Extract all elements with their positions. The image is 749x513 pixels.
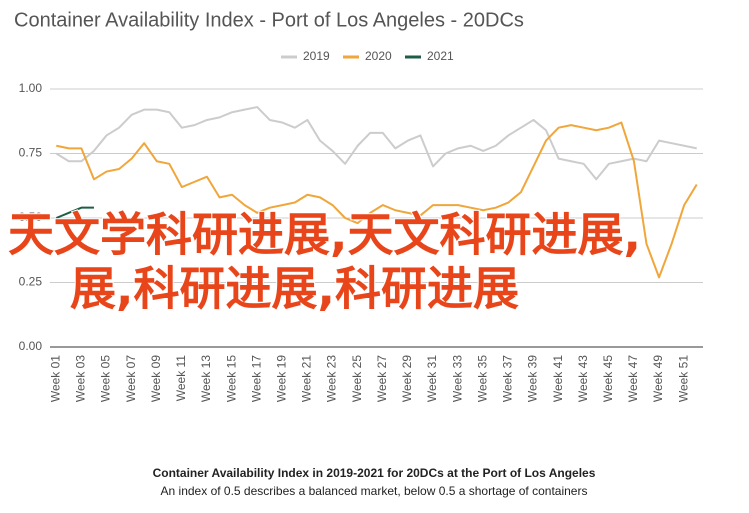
x-tick-label: Week 05 (99, 355, 113, 402)
x-tick-label: Week 29 (400, 355, 414, 402)
subcaption: An index of 0.5 describes a balanced mar… (161, 484, 588, 498)
y-tick-label: 0.75 (19, 146, 43, 160)
x-tick-label: Week 37 (501, 355, 515, 402)
x-tick-label: Week 21 (300, 355, 314, 402)
legend-label: 2020 (365, 49, 392, 63)
overlay-text: 天文学科研进展,天文科研进展, (8, 208, 641, 262)
x-tick-label: Week 01 (48, 355, 62, 402)
x-tick-label: Week 11 (174, 355, 188, 402)
x-tick-label: Week 09 (149, 355, 163, 402)
x-tick-label: Week 47 (626, 355, 640, 402)
x-tick-label: Week 19 (274, 355, 288, 402)
x-tick-label: Week 17 (249, 355, 263, 402)
x-tick-label: Week 49 (651, 355, 665, 402)
series-line (55, 106, 697, 181)
x-tick-label: Week 51 (676, 355, 690, 402)
x-tick-label: Week 39 (526, 355, 540, 402)
caption: Container Availability Index in 2019-202… (153, 466, 596, 480)
legend-label: 2021 (427, 49, 454, 63)
x-tick-label: Week 33 (450, 355, 464, 402)
x-tick-label: Week 41 (551, 355, 565, 402)
y-tick-label: 0.25 (19, 275, 43, 289)
x-tick-label: Week 25 (350, 355, 364, 402)
x-tick-label: Week 27 (375, 355, 389, 402)
x-tick-label: Week 23 (325, 355, 339, 402)
x-tick-label: Week 45 (601, 355, 615, 402)
series-line (56, 121, 698, 279)
y-tick-label: 0.50 (19, 210, 43, 224)
x-tick-label: Week 13 (199, 355, 213, 402)
y-tick-label: 1.00 (19, 81, 43, 95)
x-tick-label: Week 15 (224, 355, 238, 402)
chart-title: Container Availability Index - Port of L… (14, 9, 524, 31)
x-tick-label: Week 07 (124, 355, 138, 402)
overlay-text: 展,科研进展,科研进展 (70, 262, 519, 316)
plot: 0.00 0.25 0.50 0.75 1.00 Week 01 Week 03 Week 0… (19, 49, 703, 402)
x-tick-label: Week 43 (576, 355, 590, 402)
series-line (55, 206, 94, 219)
x-tick-label: Week 31 (425, 355, 439, 402)
x-tick-label: Week 35 (475, 355, 489, 402)
x-tick-label: Week 03 (74, 355, 88, 402)
legend-label: 2019 (303, 49, 330, 63)
y-tick-label: 0.00 (19, 339, 43, 353)
